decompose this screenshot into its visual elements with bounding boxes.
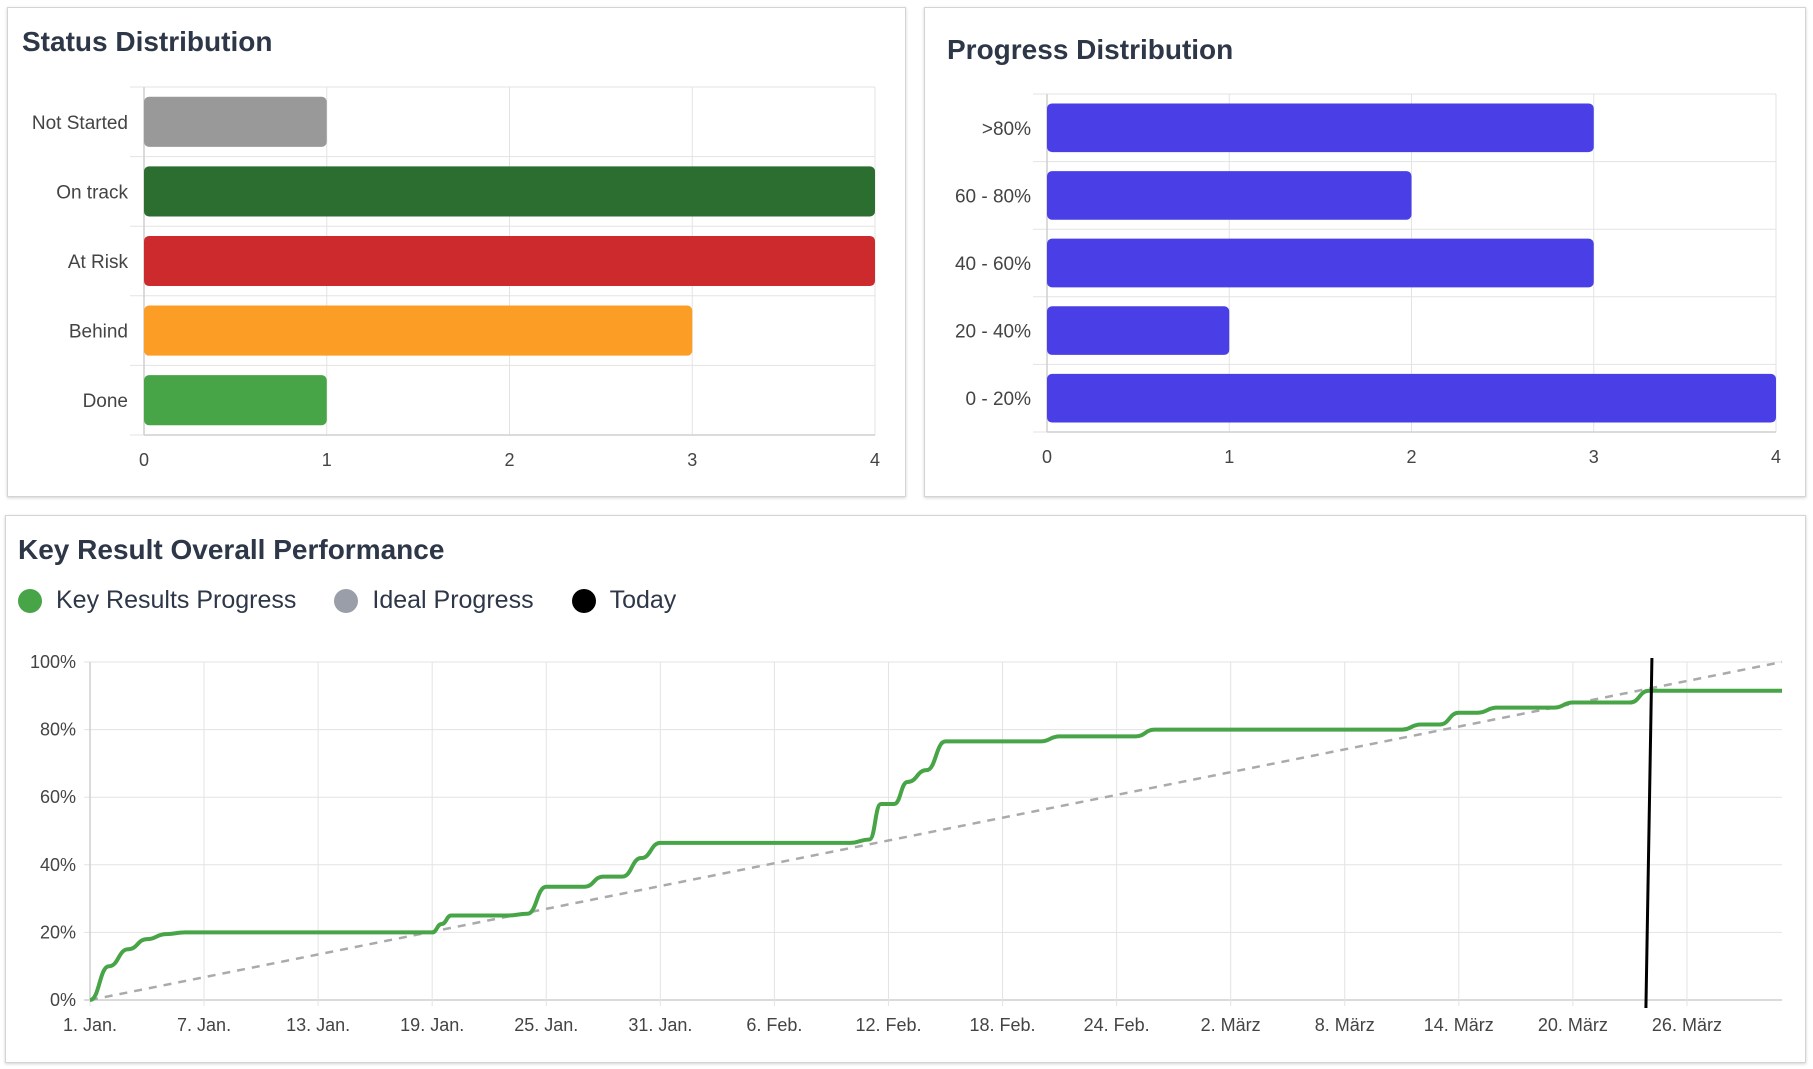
progress-category-label: 60 - 80% xyxy=(955,186,1031,207)
status-distribution-card: Status Distribution Not Started On track A… xyxy=(7,7,906,497)
perf-y-tick-label: 40% xyxy=(40,855,76,875)
status-distribution-chart: Not Started On track At Risk Behind Done 0 1 2 3… xyxy=(32,86,880,470)
progress-distribution-card: Progress Distribution >80% 60 - 80% 40 - 6… xyxy=(924,7,1806,497)
progress-bar-40-60 xyxy=(1047,238,1594,288)
status-x-tick-label: 2 xyxy=(504,450,514,470)
perf-x-tick-label: 7. Jan. xyxy=(177,1015,231,1035)
progress-category-label: 20 - 40% xyxy=(955,322,1031,343)
perf-x-tick-label: 20. März xyxy=(1538,1015,1608,1035)
legend-label-key-results-progress: Key Results Progress xyxy=(56,586,297,614)
status-category-label: Behind xyxy=(69,322,128,343)
progress-distribution-chart: >80% 60 - 80% 40 - 60% 20 - 40% 0 - 20% 0 1 2 3 4 xyxy=(955,93,1781,467)
status-bar-at-risk xyxy=(144,235,875,287)
status-bar-behind xyxy=(144,305,693,356)
perf-x-tick-label: 14. März xyxy=(1424,1015,1494,1035)
perf-y-tick-label: 80% xyxy=(40,720,76,740)
ideal-progress-line xyxy=(89,660,1783,1002)
progress-x-tick-label: 3 xyxy=(1589,447,1599,467)
status-x-tick-label: 3 xyxy=(687,450,697,470)
legend-label-today: Today xyxy=(609,586,677,614)
status-category-label: Not Started xyxy=(32,113,128,134)
perf-x-tick-label: 6. Feb. xyxy=(746,1015,802,1035)
perf-x-tick-label: 25. Jan. xyxy=(514,1015,578,1035)
progress-x-tick-label: 2 xyxy=(1406,447,1416,467)
perf-x-tick-label: 2. März xyxy=(1201,1015,1261,1035)
progress-category-label: 0 - 20% xyxy=(966,389,1032,410)
status-category-label: On track xyxy=(56,182,128,203)
perf-x-tick-label: 31. Jan. xyxy=(628,1015,692,1035)
progress-category-label: >80% xyxy=(982,119,1031,140)
today-marker-line xyxy=(1644,657,1654,1009)
perf-x-tick-label: 1. Jan. xyxy=(63,1015,117,1035)
legend-item-today[interactable]: Today xyxy=(571,586,677,615)
status-x-tick-label: 0 xyxy=(139,450,149,470)
status-chart-title: Status Distribution xyxy=(22,26,273,57)
perf-x-tick-label: 24. Feb. xyxy=(1084,1015,1150,1035)
status-bar-not-started xyxy=(144,96,327,147)
perf-x-tick-label: 12. Feb. xyxy=(855,1015,921,1035)
perf-x-tick-label: 18. Feb. xyxy=(970,1015,1036,1035)
progress-bar-60-80 xyxy=(1047,171,1412,220)
progress-x-tick-label: 1 xyxy=(1224,447,1234,467)
perf-y-tick-label: 0% xyxy=(50,990,76,1010)
key-result-performance-card: Key Result Overall Performance Key Resul… xyxy=(5,515,1806,1063)
progress-bar-80 xyxy=(1047,103,1594,153)
perf-x-tick-label: 26. März xyxy=(1652,1015,1722,1035)
status-bar-on-track xyxy=(144,166,875,217)
status-x-tick-label: 1 xyxy=(322,450,332,470)
performance-chart-title: Key Result Overall Performance xyxy=(18,534,445,565)
performance-legend: Key Results Progress Ideal Progress Toda… xyxy=(18,586,714,615)
progress-bar-20-40 xyxy=(1047,306,1230,355)
legend-dot-today xyxy=(571,588,596,613)
legend-label-ideal-progress: Ideal Progress xyxy=(372,586,534,614)
key-result-performance-chart: 0% 20% 40% 60% 80% 100% 1. Jan. 7. Jan. 13. Jan.… xyxy=(30,652,1783,1035)
progress-category-label: 40 - 60% xyxy=(955,254,1031,275)
status-category-label: At Risk xyxy=(68,252,129,273)
progress-x-tick-label: 4 xyxy=(1771,447,1781,467)
perf-x-tick-label: 8. März xyxy=(1315,1015,1375,1035)
progress-x-tick-label: 0 xyxy=(1042,447,1052,467)
status-category-label: Done xyxy=(83,391,128,412)
progress-chart-title: Progress Distribution xyxy=(947,34,1234,65)
perf-y-tick-label: 20% xyxy=(40,922,76,942)
legend-dot-key-results-progress xyxy=(18,588,42,613)
progress-bar-0-20 xyxy=(1047,373,1776,423)
key-results-progress-line xyxy=(89,688,1782,1002)
perf-y-tick-label: 60% xyxy=(40,787,76,807)
legend-item-ideal-progress[interactable]: Ideal Progress xyxy=(334,586,534,615)
perf-y-tick-label: 100% xyxy=(30,652,76,672)
perf-x-tick-label: 19. Jan. xyxy=(400,1015,464,1035)
legend-item-key-results-progress[interactable]: Key Results Progress xyxy=(18,586,296,615)
legend-dot-ideal-progress xyxy=(334,588,359,613)
status-x-tick-label: 4 xyxy=(870,450,880,470)
status-bar-done xyxy=(144,375,327,426)
perf-x-tick-label: 13. Jan. xyxy=(286,1015,350,1035)
